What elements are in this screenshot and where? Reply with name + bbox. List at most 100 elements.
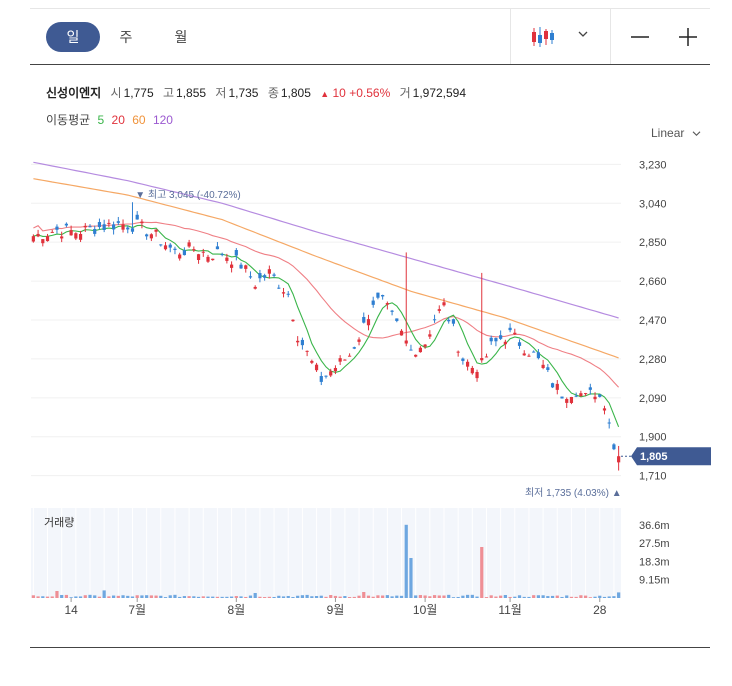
candle-body <box>532 351 536 353</box>
price-tick-label: 1,710 <box>639 471 667 483</box>
volume-bar <box>470 594 474 598</box>
ma-20-line <box>33 221 620 388</box>
candle-body <box>145 234 149 237</box>
candle-body <box>536 352 540 359</box>
candle-body <box>456 351 460 353</box>
candle-body <box>272 274 276 276</box>
plus-icon[interactable] <box>678 27 698 47</box>
candle-body <box>574 395 578 397</box>
period-tab-0[interactable]: 일 <box>46 22 100 52</box>
price-summary: 신성이엔지 시 1,775 고 1,855 저 1,735 종 1,805 ▲ 10 +… <box>46 84 472 101</box>
candle-body <box>41 239 45 244</box>
volume-panel-bg <box>31 508 621 598</box>
volume-bar <box>74 596 78 598</box>
ma-120[interactable]: 120 <box>152 113 173 127</box>
volume-bar <box>348 597 352 598</box>
candle-body <box>230 264 234 268</box>
chevron-down-icon <box>692 131 701 137</box>
volume-bar <box>281 596 286 598</box>
toolbar-divider <box>610 9 611 64</box>
candle-body <box>428 334 432 337</box>
candle-body <box>45 236 50 242</box>
candle-body <box>135 214 139 220</box>
chevron-down-icon[interactable] <box>578 30 588 38</box>
candle-body <box>263 275 267 278</box>
period-tab-2[interactable]: 월 <box>174 29 188 45</box>
candle-body <box>503 341 507 345</box>
candle-body <box>333 367 338 372</box>
top-border <box>30 8 710 9</box>
volume-bar <box>588 597 592 598</box>
candle-body <box>494 338 498 342</box>
low-value: 1,735 <box>228 86 259 100</box>
volume-bar <box>598 595 602 598</box>
candle-body <box>414 354 418 357</box>
candle-body <box>168 244 172 248</box>
candle-body <box>69 230 73 236</box>
ma-60[interactable]: 60 <box>132 113 146 127</box>
volume-bar <box>97 596 102 598</box>
volume-bar <box>527 596 531 598</box>
period-tab-1[interactable]: 주 <box>119 29 133 45</box>
candle-body <box>461 358 465 361</box>
candle-body <box>248 276 253 278</box>
x-tick-label: 11월 <box>498 603 522 617</box>
ma-5[interactable]: 5 <box>97 113 105 127</box>
candle-body <box>130 228 135 232</box>
volume-bar <box>88 594 92 598</box>
last-price-badge <box>631 447 711 466</box>
volume-bar <box>565 595 569 598</box>
volume-bar <box>395 595 399 598</box>
volume-bar <box>116 595 120 598</box>
volume-bar <box>390 596 394 598</box>
candle-body <box>343 359 347 361</box>
minus-icon[interactable] <box>630 27 650 47</box>
candle-body <box>93 228 97 234</box>
volume-bar <box>338 596 342 598</box>
x-tick-label: 28 <box>593 603 607 617</box>
open-label: 시 <box>110 86 122 100</box>
volume-bar <box>121 595 125 598</box>
price-tick-label: 1,900 <box>639 432 667 444</box>
toolbar-divider <box>510 9 511 64</box>
candle-body <box>612 444 616 450</box>
candle-body <box>362 316 366 323</box>
candle-body <box>206 256 210 262</box>
volume-bar <box>503 594 507 598</box>
volume-bar <box>508 596 512 598</box>
candle-body <box>121 224 125 230</box>
candle-body <box>555 383 559 390</box>
candle-body <box>281 292 286 294</box>
candle-body <box>211 258 215 261</box>
candlestick-icon[interactable] <box>530 25 556 49</box>
ma-5-line <box>33 224 620 428</box>
ma-20[interactable]: 20 <box>111 113 125 127</box>
volume-value: 1,972,594 <box>412 86 467 100</box>
ma-120-line <box>33 161 619 319</box>
volume-bar <box>234 596 238 598</box>
candle-body <box>418 347 422 353</box>
volume-bar <box>532 595 536 598</box>
volume-bar <box>432 595 437 598</box>
close-label: 종 <box>267 86 279 100</box>
volume-bar <box>267 596 271 598</box>
volume-bar <box>550 595 555 598</box>
volume-bar <box>428 596 432 598</box>
volume-bar <box>602 596 607 598</box>
volume-bar <box>352 596 356 598</box>
volume-bar <box>418 595 422 598</box>
candle-body <box>220 254 224 256</box>
volume-bar <box>263 597 267 598</box>
volume-bar <box>225 596 229 598</box>
candle-body <box>560 396 564 399</box>
change-arrow-icon: ▲ <box>320 89 330 99</box>
candle-body <box>607 422 611 424</box>
volume-bar <box>617 592 621 598</box>
candle-body <box>182 250 186 256</box>
scale-selector[interactable]: Linear <box>651 126 701 140</box>
volume-bar <box>296 595 300 598</box>
candle-body <box>617 456 621 463</box>
candle-body <box>291 319 295 322</box>
